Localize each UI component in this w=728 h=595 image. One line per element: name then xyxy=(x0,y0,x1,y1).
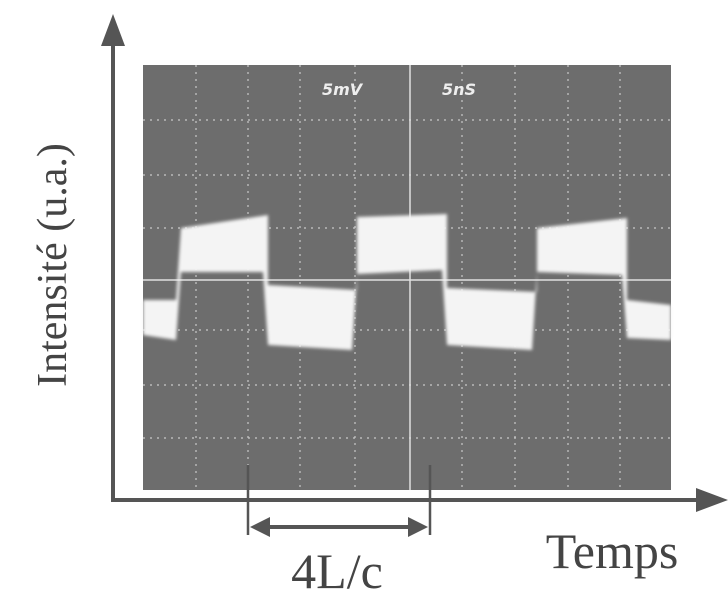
waveform xyxy=(143,214,671,350)
period-bracket xyxy=(246,465,432,537)
x-axis-label: Temps xyxy=(546,523,679,579)
axes xyxy=(101,14,728,512)
y-axis-label: Intensité (u.a.) xyxy=(30,143,76,387)
volts-label: 5mV xyxy=(322,80,364,99)
scope-grid xyxy=(143,65,671,490)
scope-center-axes xyxy=(143,65,671,490)
time-label: 5nS xyxy=(442,80,476,99)
scope-screen xyxy=(143,65,671,490)
period-label: 4L/c xyxy=(291,543,383,595)
